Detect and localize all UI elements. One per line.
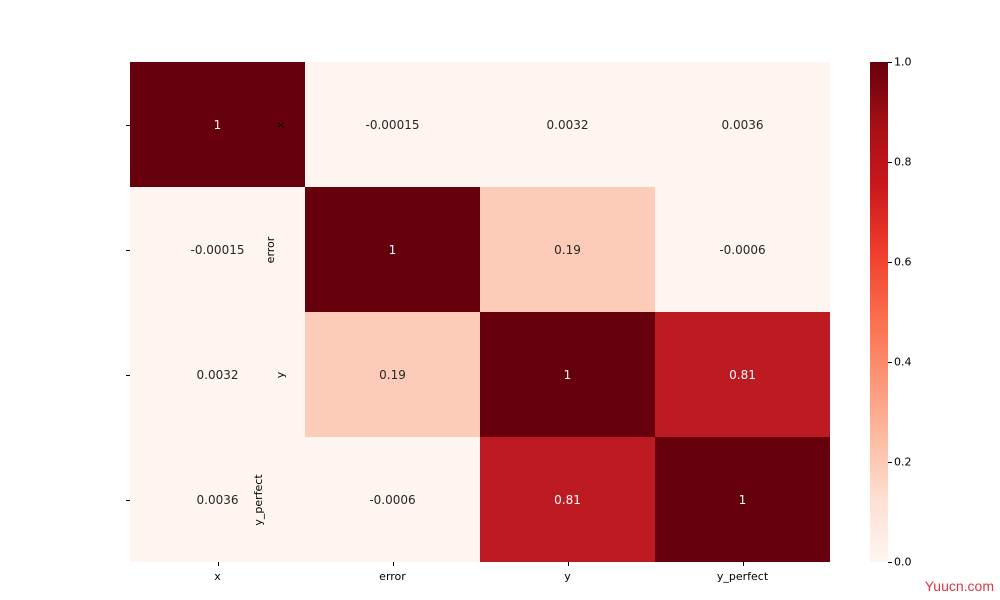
heatmap-cell: 0.19 <box>480 187 655 312</box>
heatmap-cell: -0.0006 <box>655 187 830 312</box>
y-axis-tick-label: y <box>277 368 284 381</box>
heatmap-cell: 0.0032 <box>480 62 655 187</box>
heatmap-grid: 1-0.000150.00320.0036-0.0001510.19-0.000… <box>130 62 830 562</box>
y-axis-tick-label: error <box>257 243 284 256</box>
heatmap-cell: -0.0006 <box>305 437 480 562</box>
y-axis-tick-label: y_perfect <box>233 493 284 506</box>
colorbar-tick-label: 0.6 <box>894 256 912 269</box>
y-axis-tick-mark <box>126 250 130 251</box>
heatmap-cell: 0.81 <box>480 437 655 562</box>
x-axis-tick-mark <box>393 562 394 566</box>
colorbar-tick-label: 0.0 <box>894 556 912 569</box>
y-axis-tick-mark <box>126 125 130 126</box>
colorbar-tick-mark <box>888 162 892 163</box>
x-axis-tick-label: error <box>379 570 406 583</box>
colorbar-tick-label: 1.0 <box>894 56 912 69</box>
heatmap-cell: 1 <box>305 187 480 312</box>
heatmap-cell: 0.81 <box>655 312 830 437</box>
colorbar <box>870 62 888 562</box>
colorbar-tick-label: 0.4 <box>894 356 912 369</box>
colorbar-tick-mark <box>888 62 892 63</box>
x-axis-tick-label: x <box>214 570 221 583</box>
y-axis-tick-label: x <box>277 118 284 131</box>
heatmap-cell: 1 <box>480 312 655 437</box>
x-axis-tick-mark <box>568 562 569 566</box>
heatmap-cell: 1 <box>655 437 830 562</box>
y-axis-tick-mark <box>126 375 130 376</box>
colorbar-tick-mark <box>888 562 892 563</box>
y-axis-tick-mark <box>126 500 130 501</box>
heatmap-cell: -0.00015 <box>305 62 480 187</box>
colorbar-tick-mark <box>888 362 892 363</box>
heatmap-cell: 0.19 <box>305 312 480 437</box>
x-axis-tick-mark <box>743 562 744 566</box>
heatmap-cell: 0.0036 <box>655 62 830 187</box>
colorbar-tick-label: 0.2 <box>894 456 912 469</box>
x-axis-tick-mark <box>218 562 219 566</box>
x-axis-tick-label: y_perfect <box>717 570 768 583</box>
colorbar-tick-mark <box>888 262 892 263</box>
colorbar-tick-label: 0.8 <box>894 156 912 169</box>
x-axis-tick-label: y <box>564 570 571 583</box>
colorbar-tick-mark <box>888 462 892 463</box>
watermark-text: Yuucn.com <box>925 578 994 594</box>
heatmap-chart: 1-0.000150.00320.0036-0.0001510.19-0.000… <box>130 62 830 562</box>
